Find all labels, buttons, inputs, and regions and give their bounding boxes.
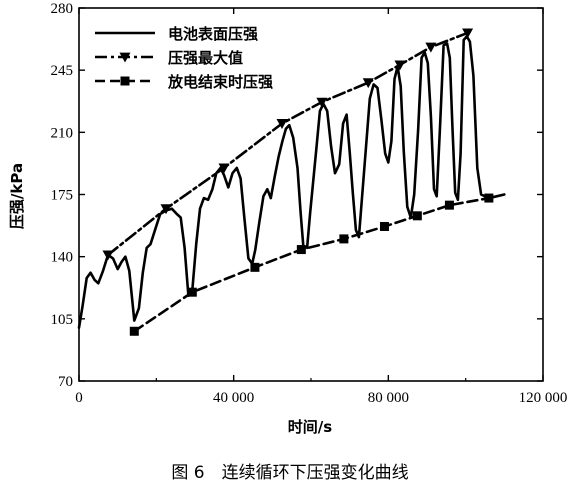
y-tick-label: 70 (58, 374, 73, 390)
data-point-2 (316, 97, 328, 108)
data-point-2 (276, 119, 288, 129)
data-point-3 (187, 287, 197, 297)
y-tick-label: 280 (51, 1, 74, 17)
data-point-3 (250, 262, 260, 272)
tick-layer: 0 40 000 80 000 120 000 70 105 140 175 210 245 280 (51, 1, 568, 406)
data-point-2 (425, 42, 437, 53)
series-layer (77, 31, 506, 333)
x-tick-label: 120 000 (519, 390, 568, 406)
y-tick-label: 105 (51, 312, 74, 328)
y-axis-title: 压强/kPa (8, 163, 26, 229)
data-point-2 (394, 60, 406, 71)
figure-caption: 图 6 连续循环下压强变化曲线 (171, 463, 408, 483)
data-point-3 (484, 193, 494, 203)
x-axis-title: 时间/s (288, 418, 332, 436)
x-tick-label: 80 000 (368, 390, 409, 406)
marker-layer (102, 28, 494, 336)
x-tick-label: 0 (75, 390, 83, 406)
data-point-3 (339, 234, 349, 244)
series-line-3 (133, 196, 491, 333)
data-point-2 (362, 78, 374, 89)
series-line-2 (106, 31, 469, 257)
y-tick-label: 245 (51, 63, 74, 79)
legend-label-3: 放电结束时压强 (167, 73, 273, 91)
data-point-3 (412, 211, 422, 221)
data-point-2 (102, 250, 114, 261)
data-point-3 (444, 200, 454, 210)
data-point-3 (129, 326, 139, 336)
x-tick-label: 40 000 (213, 390, 254, 406)
data-point-2 (218, 163, 230, 174)
y-tick-label: 210 (51, 125, 74, 141)
legend-label-1: 电池表面压强 (168, 25, 258, 43)
data-point-2 (462, 28, 474, 39)
data-point-3 (379, 221, 389, 231)
data-point-2 (160, 204, 172, 215)
legend-marker-3 (120, 76, 130, 86)
data-point-3 (296, 245, 306, 255)
y-tick-label: 175 (51, 188, 74, 204)
y-tick-label: 140 (51, 250, 74, 266)
legend-label-2: 压强最大值 (168, 49, 243, 67)
legend-marker-2 (119, 52, 131, 63)
